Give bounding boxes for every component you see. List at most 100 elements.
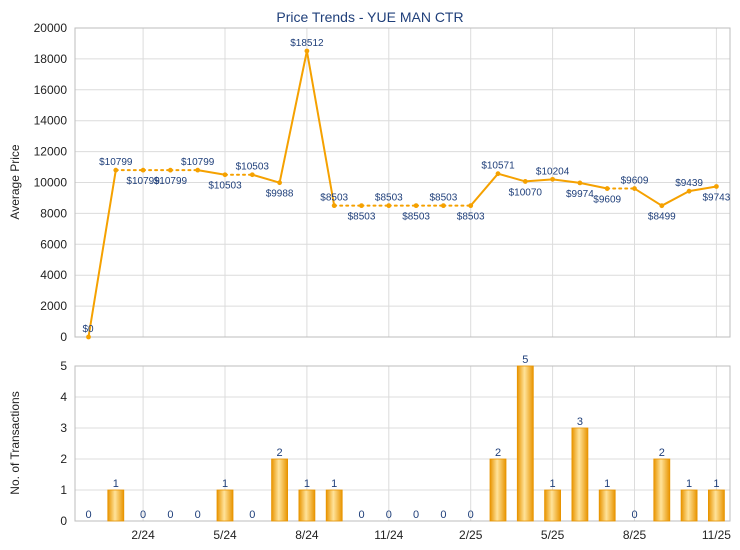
bar-value-label: 0 bbox=[249, 509, 255, 521]
bar-value-label: 0 bbox=[85, 509, 91, 521]
price-point-label: $9988 bbox=[266, 189, 294, 200]
price-point bbox=[168, 167, 173, 173]
price-line-segment bbox=[87, 169, 117, 338]
price-point bbox=[604, 186, 610, 191]
x-tick-label: 8/25 bbox=[623, 528, 647, 542]
transactions-tick-label: 3 bbox=[60, 421, 67, 435]
price-line-segment bbox=[251, 173, 281, 184]
transaction-bar bbox=[489, 458, 507, 522]
bar-value-label: 0 bbox=[167, 509, 173, 521]
price-point bbox=[413, 203, 419, 209]
price-tick-label: 18000 bbox=[34, 52, 68, 66]
price-tick-label: 12000 bbox=[34, 145, 68, 159]
bar-value-label: 1 bbox=[550, 478, 556, 490]
price-point bbox=[441, 203, 446, 209]
transactions-panel-grid: 0 1 2 3 4 5 2/24 5/24 8/24 11/24 2/25 5/25 8/25 11/25 bbox=[60, 359, 731, 542]
price-point bbox=[222, 172, 228, 178]
price-point-label: $9609 bbox=[593, 195, 621, 206]
price-point-label: $8503 bbox=[320, 193, 348, 204]
price-point-label: $8499 bbox=[648, 212, 676, 223]
price-point bbox=[577, 180, 583, 186]
x-tick-label: 2/24 bbox=[131, 528, 155, 542]
price-point-label: $10799 bbox=[154, 176, 188, 187]
price-point bbox=[659, 203, 665, 209]
price-point-label: $8503 bbox=[429, 193, 457, 204]
price-tick-label: 16000 bbox=[34, 83, 68, 97]
transactions-panel-frame bbox=[74, 365, 731, 522]
price-point bbox=[714, 184, 719, 189]
transaction-bar bbox=[107, 489, 125, 522]
bar-value-label: 1 bbox=[686, 478, 692, 490]
bar-value-label: 0 bbox=[358, 509, 364, 521]
bar-value-label: 0 bbox=[140, 509, 146, 521]
price-line-segment bbox=[196, 169, 226, 176]
data-labels: $0$10799$10799$10799$10799$10503$10503$9… bbox=[83, 38, 731, 335]
transaction-bar bbox=[708, 489, 725, 522]
price-panel-grid: 0 2000 4000 6000 8000 10000 12000 14000 16000 180… bbox=[34, 21, 731, 344]
transaction-bars: 0 1 0 0 0 1 0 2 1 1 0 0 0 0 0 2 5 1 3 1 0 2 1 1 bbox=[85, 354, 725, 522]
bar-value-label: 0 bbox=[195, 509, 201, 521]
price-tick-label: 6000 bbox=[40, 237, 67, 251]
bar-value-label: 1 bbox=[331, 478, 337, 490]
transactions-tick-label: 1 bbox=[60, 483, 67, 497]
price-point bbox=[277, 180, 282, 186]
price-line-series bbox=[86, 48, 719, 340]
price-tick-label: 4000 bbox=[40, 268, 67, 282]
bar-value-label: 5 bbox=[522, 354, 528, 366]
transactions-tick-label: 0 bbox=[60, 514, 67, 528]
transaction-bar bbox=[653, 458, 671, 522]
price-tick-label: 10000 bbox=[34, 176, 68, 190]
bar-value-label: 0 bbox=[413, 509, 419, 521]
price-tick-label: 8000 bbox=[40, 206, 67, 220]
price-axis-label: Average Price bbox=[8, 144, 22, 219]
price-point-label: $8503 bbox=[457, 212, 485, 223]
transaction-bar bbox=[325, 489, 343, 522]
price-point bbox=[468, 203, 474, 209]
x-tick-label: 11/25 bbox=[702, 528, 731, 542]
price-point-label: $10799 bbox=[99, 157, 133, 168]
bar-value-label: 0 bbox=[631, 509, 637, 521]
price-point-label: $9439 bbox=[675, 178, 703, 189]
price-point-label: $10503 bbox=[208, 181, 242, 192]
transaction-bar bbox=[298, 489, 316, 522]
price-point bbox=[386, 203, 392, 209]
price-point bbox=[522, 179, 528, 184]
price-point-label: $9743 bbox=[702, 192, 730, 203]
price-point-label: $10571 bbox=[481, 161, 515, 172]
price-point-label: $0 bbox=[83, 324, 95, 335]
bar-value-label: 2 bbox=[495, 447, 501, 459]
price-point bbox=[304, 48, 310, 54]
price-line-segment bbox=[688, 185, 718, 193]
price-point bbox=[249, 172, 255, 178]
price-tick-label: 2000 bbox=[40, 299, 67, 313]
price-panel-frame bbox=[74, 27, 731, 338]
price-line-segment bbox=[524, 178, 554, 183]
price-point bbox=[86, 334, 91, 340]
price-point bbox=[331, 203, 337, 209]
price-point-label: $10799 bbox=[126, 176, 160, 187]
price-point-label: $10204 bbox=[536, 166, 570, 177]
price-point-label: $8503 bbox=[348, 212, 376, 223]
price-line-segment bbox=[660, 190, 691, 207]
bar-value-label: 2 bbox=[659, 447, 665, 459]
transaction-bar bbox=[598, 489, 616, 522]
price-line-segment bbox=[305, 49, 336, 207]
price-point bbox=[359, 203, 364, 209]
transactions-tick-label: 2 bbox=[60, 452, 67, 466]
price-point bbox=[140, 167, 146, 173]
price-tick-label: 20000 bbox=[34, 21, 68, 35]
price-line-segment bbox=[497, 172, 527, 183]
x-tick-label: 11/24 bbox=[374, 528, 403, 542]
price-tick-label: 14000 bbox=[34, 114, 68, 128]
price-point bbox=[495, 171, 501, 177]
price-tick-label: 0 bbox=[60, 330, 67, 344]
price-line-segment bbox=[551, 178, 581, 184]
price-point bbox=[195, 167, 201, 173]
price-line-segment bbox=[578, 181, 609, 190]
bar-value-label: 1 bbox=[604, 478, 610, 490]
price-point-label: $9974 bbox=[566, 189, 594, 200]
price-line-segment bbox=[278, 49, 308, 184]
bar-value-label: 1 bbox=[304, 478, 310, 490]
price-point bbox=[113, 167, 119, 173]
